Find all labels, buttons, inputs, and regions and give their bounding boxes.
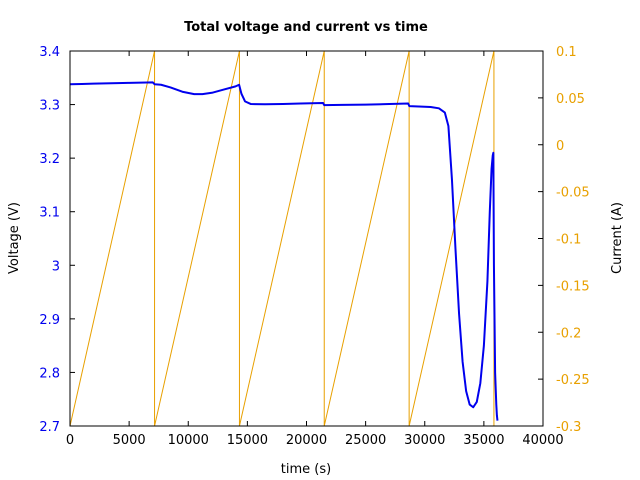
x-tick-label: 35000: [463, 433, 504, 448]
x-tick-label: 30000: [404, 433, 445, 448]
y-left-tick-label: 2.7: [39, 420, 60, 435]
y-axis-left: 2.7 2.8 2.9 3 3.1 3.2 3.3 3.4: [39, 45, 75, 435]
y-left-tick-label: 2.8: [39, 366, 60, 381]
x-tick-label: 40000: [522, 433, 563, 448]
y-axis-right: -0.3 -0.25 -0.2 -0.15 -0.1 -0.05 0 0.05 0.1: [538, 45, 590, 435]
plot-frame: [69, 50, 544, 427]
y-left-tick-label: 3: [52, 259, 60, 274]
y-right-tick-label: -0.05: [556, 186, 590, 201]
y-right-tick-label: -0.3: [556, 420, 581, 435]
y-right-tick-label: -0.15: [556, 279, 590, 294]
voltage-line: [69, 81, 499, 421]
y-left-tick-label: 3.3: [39, 99, 60, 114]
y-right-tick-label: 0.05: [556, 92, 585, 107]
y-left-tick-label: 3.1: [39, 206, 60, 221]
y-axis-left-label: Voltage (V): [7, 202, 22, 274]
y-right-tick-label: -0.25: [556, 373, 590, 388]
y-right-tick-label: 0: [556, 139, 564, 154]
y-left-tick-label: 3.4: [39, 45, 60, 60]
y-left-tick-label: 3.2: [39, 152, 60, 167]
x-axis: 0 5000 10000 15000 20000 25000 30000 35000 40000: [66, 51, 564, 448]
x-axis-label: time (s): [281, 462, 331, 477]
y-left-tick-label: 2.9: [39, 313, 60, 328]
voltage-series: [69, 81, 499, 421]
x-tick-label: 0: [66, 433, 74, 448]
x-tick-label: 15000: [227, 433, 268, 448]
x-tick-label: 5000: [113, 433, 146, 448]
x-tick-label: 20000: [286, 433, 327, 448]
y-axis-right-label: Current (A): [610, 202, 625, 274]
y-right-tick-label: -0.1: [556, 233, 581, 248]
y-right-tick-label: -0.2: [556, 326, 581, 341]
chart-title: Total voltage and current vs time: [184, 20, 428, 35]
y-right-tick-label: 0.1: [556, 45, 577, 60]
x-tick-label: 25000: [345, 433, 386, 448]
x-tick-label: 10000: [168, 433, 209, 448]
